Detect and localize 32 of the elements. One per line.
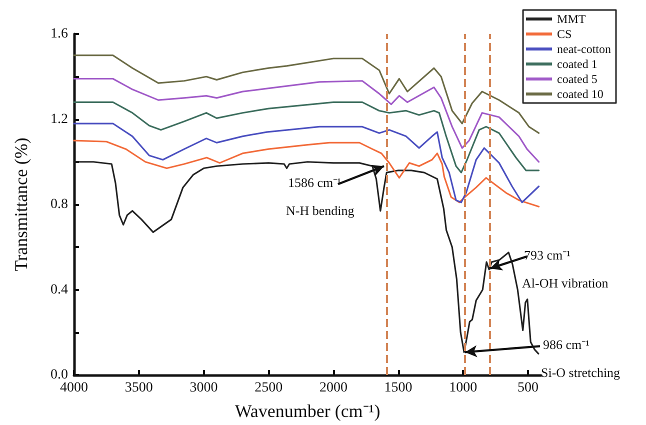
- x-tick-label: 2500: [254, 380, 283, 396]
- annotation: Al-OH vibration: [522, 275, 609, 290]
- line-series: [73, 140, 540, 208]
- annotation: 793 cm⁻¹: [524, 247, 571, 262]
- x-tick-label: 3500: [124, 380, 153, 396]
- y-tick-label: 0.8: [50, 197, 68, 212]
- x-tick-label: 1000: [449, 380, 478, 396]
- annotation: 1586 cm⁻¹: [288, 175, 342, 190]
- x-tick-label: 4000: [60, 380, 88, 396]
- x-tick-label: 1500: [384, 380, 412, 396]
- y-tick-label: 0.4: [50, 282, 68, 298]
- legend-label: CS: [557, 27, 572, 41]
- legend-label: coated 1: [557, 57, 598, 71]
- annotation: N-H bending: [286, 203, 355, 218]
- line-series: [73, 78, 540, 163]
- x-tick-label: 3000: [190, 380, 218, 396]
- legend-label: coated 5: [557, 72, 598, 86]
- y-tick-label: 1.2: [50, 112, 68, 127]
- x-axis-title: Wavenumber (cm⁻¹): [234, 401, 380, 421]
- x-tick-label: 2000: [319, 380, 348, 396]
- annotation: Si-O stretching: [540, 365, 621, 380]
- legend-label: neat-cotton: [557, 42, 612, 56]
- line-series: [73, 101, 540, 174]
- y-tick-label: 1.6: [50, 26, 68, 42]
- annotation: 986 cm⁻¹: [542, 337, 590, 352]
- y-tick-label: 0.0: [50, 368, 68, 382]
- line-series: [73, 122, 540, 204]
- line-series: [73, 54, 540, 134]
- legend-label: coated 10: [557, 87, 604, 101]
- y-axis-title: Transmittance (%): [11, 138, 31, 272]
- x-tick-label: 500: [518, 380, 539, 396]
- legend-label: MMT: [557, 12, 586, 26]
